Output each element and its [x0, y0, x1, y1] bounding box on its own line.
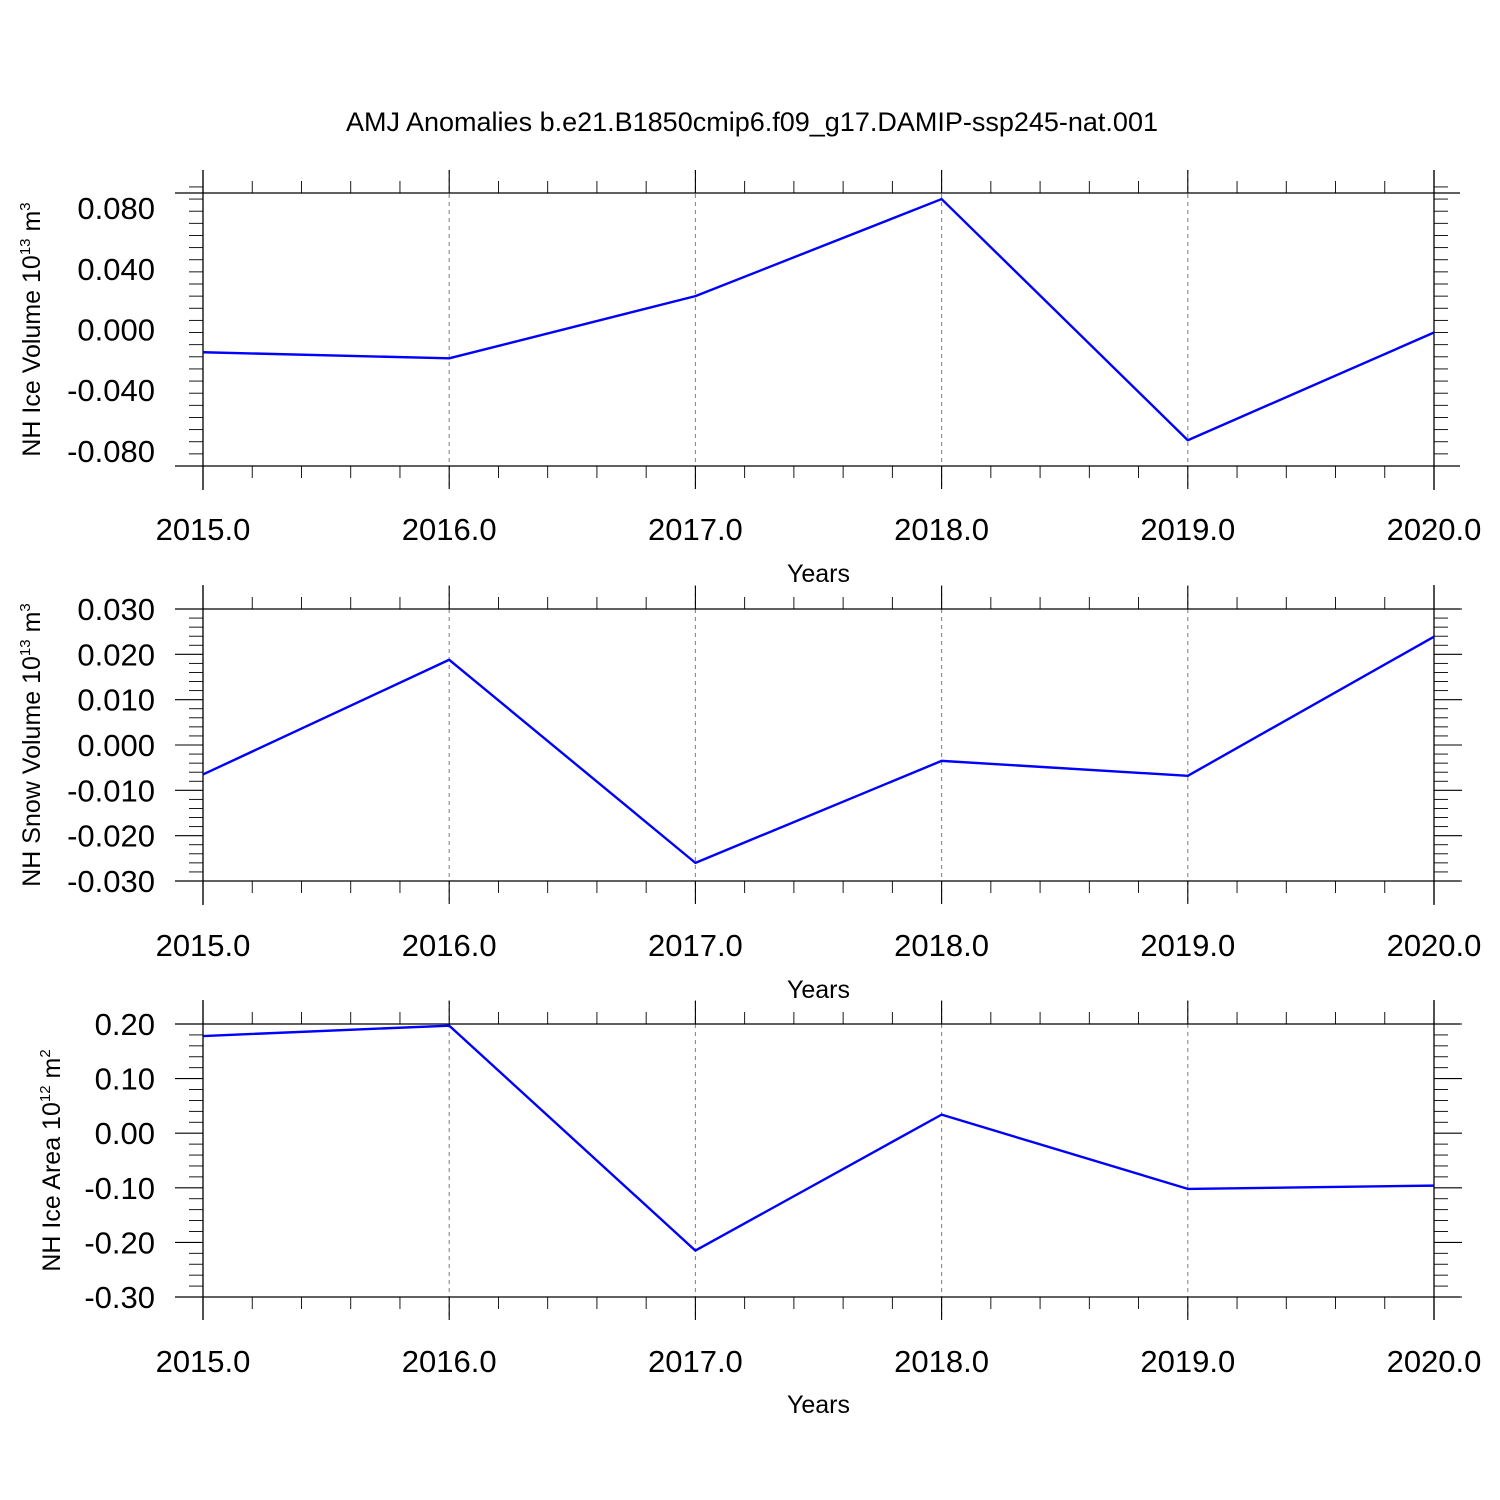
y-axis-title: NH Ice Volume 1013 m3 — [17, 202, 46, 456]
panel-2: 2015.0 2016.0 2017.0 2018.0 2019.0 2020.0 Year… — [17, 585, 1481, 1004]
x-axis-title: Years — [787, 976, 850, 1004]
y-tick-label: 0.020 — [77, 637, 155, 672]
panel-3: 2015.0 2016.0 2017.0 2018.0 2019.0 2020.0 Year… — [37, 1000, 1481, 1419]
panels: 2015.0 2016.0 2017.0 2018.0 2019.0 2020.0 Year… — [17, 170, 1481, 1419]
y-tick-label: 0.010 — [77, 683, 155, 718]
x-axis-title: Years — [787, 1391, 850, 1419]
x-tick-label: 2017.0 — [648, 1344, 743, 1379]
x-tick-label: 2020.0 — [1387, 1344, 1482, 1379]
x-tick-label: 2015.0 — [156, 1344, 251, 1379]
x-tick-label: 2017.0 — [648, 928, 743, 963]
y-axis-title: NH Snow Volume 1013 m3 — [17, 603, 46, 887]
y-tick-label: 0.000 — [77, 313, 155, 348]
y-tick-label: -0.040 — [67, 373, 155, 408]
x-tick-label: 2016.0 — [402, 512, 497, 547]
chart-title: AMJ Anomalies b.e21.B1850cmip6.f09_g17.D… — [346, 107, 1158, 137]
y-axis-title: NH Ice Area 1012 m2 — [37, 1049, 66, 1271]
y-tick-label: -0.080 — [67, 434, 155, 469]
y-tick-label: -0.30 — [84, 1280, 155, 1315]
x-tick-label: 2019.0 — [1140, 928, 1235, 963]
x-tick-label: 2018.0 — [894, 512, 989, 547]
x-tick-label: 2016.0 — [402, 928, 497, 963]
y-tick-label: 0.030 — [77, 592, 155, 627]
x-tick-label: 2020.0 — [1387, 512, 1482, 547]
y-tick-label: 0.20 — [95, 1007, 155, 1042]
y-tick-label: 0.10 — [95, 1062, 155, 1097]
y-tick-label: -0.020 — [67, 819, 155, 854]
x-tick-label: 2018.0 — [894, 1344, 989, 1379]
series-line — [202, 635, 1435, 865]
x-tick-label: 2019.0 — [1140, 512, 1235, 547]
series-line — [202, 1024, 1435, 1252]
y-tick-label: 0.080 — [77, 191, 155, 226]
x-tick-label: 2015.0 — [156, 928, 251, 963]
x-tick-label: 2015.0 — [156, 512, 251, 547]
y-tick-label: -0.20 — [84, 1225, 155, 1260]
y-tick-label: -0.10 — [84, 1171, 155, 1206]
y-tick-label: 0.040 — [77, 252, 155, 287]
y-tick-label: -0.010 — [67, 773, 155, 808]
y-tick-label: -0.030 — [67, 864, 155, 899]
series-line — [202, 197, 1435, 442]
y-tick-label: 0.000 — [77, 728, 155, 763]
x-tick-label: 2019.0 — [1140, 1344, 1235, 1379]
x-tick-label: 2018.0 — [894, 928, 989, 963]
x-tick-label: 2020.0 — [1387, 928, 1482, 963]
panel-1: 2015.0 2016.0 2017.0 2018.0 2019.0 2020.0 Year… — [17, 170, 1481, 588]
x-tick-label: 2016.0 — [402, 1344, 497, 1379]
x-axis-title: Years — [787, 560, 850, 588]
y-tick-label: 0.00 — [95, 1116, 155, 1151]
x-tick-label: 2017.0 — [648, 512, 743, 547]
